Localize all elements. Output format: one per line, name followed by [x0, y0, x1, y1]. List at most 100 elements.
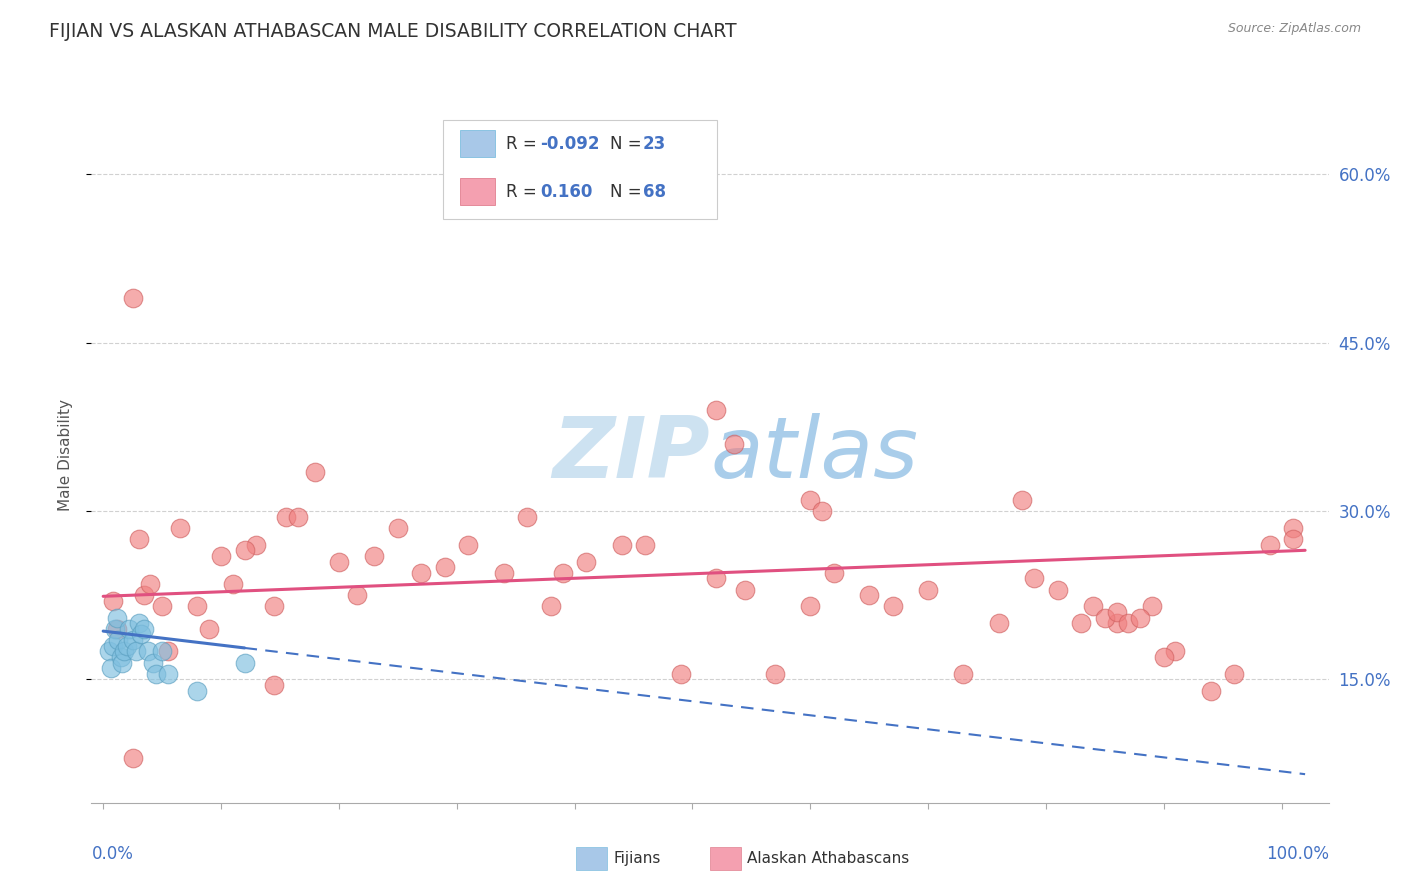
Point [233, 543, 256, 558]
Point [136, 644, 159, 658]
Point [101, 639, 124, 653]
Point [734, 582, 756, 597]
Point [222, 577, 245, 591]
Point [142, 656, 165, 670]
Point [634, 538, 657, 552]
Text: FIJIAN VS ALASKAN ATHABASCAN MALE DISABILITY CORRELATION CHART: FIJIAN VS ALASKAN ATHABASCAN MALE DISABI… [49, 22, 737, 41]
Point [1011, 492, 1033, 507]
Point [186, 599, 208, 614]
Point [112, 644, 135, 658]
Point [763, 666, 786, 681]
Point [105, 622, 128, 636]
Point [198, 622, 221, 636]
Point [156, 666, 179, 681]
Point [1022, 571, 1045, 585]
Point [304, 465, 326, 479]
Text: -0.092: -0.092 [540, 135, 599, 153]
Y-axis label: Male Disability: Male Disability [58, 399, 73, 511]
Point [669, 666, 692, 681]
Text: R =: R = [506, 183, 543, 201]
Point [540, 599, 562, 614]
Text: ZIP: ZIP [553, 413, 710, 497]
Point [100, 661, 122, 675]
Point [104, 622, 127, 636]
Point [186, 683, 208, 698]
Point [263, 599, 285, 614]
Text: 100.0%: 100.0% [1265, 845, 1329, 863]
Point [139, 577, 162, 591]
Point [799, 492, 821, 507]
Point [1282, 532, 1305, 546]
Point [551, 566, 574, 580]
Point [858, 588, 880, 602]
Point [823, 566, 845, 580]
Point [799, 599, 821, 614]
Point [1223, 666, 1246, 681]
Point [209, 549, 232, 563]
Point [98, 644, 121, 658]
Point [457, 538, 479, 552]
Point [328, 555, 350, 569]
Point [811, 504, 834, 518]
Text: Alaskan Athabascans: Alaskan Athabascans [747, 851, 908, 865]
Point [121, 291, 143, 305]
Point [115, 639, 138, 653]
Point [704, 403, 727, 417]
Point [105, 610, 128, 624]
Text: Fijians: Fijians [613, 851, 661, 865]
Point [610, 538, 633, 552]
Point [575, 555, 598, 569]
Point [882, 599, 904, 614]
Text: N =: N = [610, 135, 647, 153]
Point [1105, 616, 1128, 631]
Point [987, 616, 1010, 631]
Text: 23: 23 [643, 135, 666, 153]
Point [723, 436, 745, 450]
Point [363, 549, 385, 563]
Point [134, 622, 156, 636]
Point [952, 666, 974, 681]
Text: 0.0%: 0.0% [91, 845, 134, 863]
Point [156, 644, 179, 658]
Point [128, 532, 150, 546]
Point [121, 751, 143, 765]
Point [1118, 616, 1140, 631]
Point [1070, 616, 1092, 631]
Point [1199, 683, 1222, 698]
Point [121, 633, 143, 648]
Point [134, 588, 156, 602]
Point [1081, 599, 1104, 614]
Point [1153, 649, 1175, 664]
Text: atlas: atlas [710, 413, 918, 497]
Text: 68: 68 [643, 183, 665, 201]
Point [245, 538, 267, 552]
Point [411, 566, 433, 580]
Point [107, 633, 129, 648]
Point [128, 616, 150, 631]
Point [1046, 582, 1069, 597]
Point [233, 656, 256, 670]
Text: 0.160: 0.160 [540, 183, 592, 201]
Point [263, 678, 285, 692]
Point [1129, 610, 1152, 624]
Text: Source: ZipAtlas.com: Source: ZipAtlas.com [1227, 22, 1361, 36]
Text: N =: N = [610, 183, 647, 201]
Point [150, 599, 173, 614]
Point [101, 594, 124, 608]
Point [1282, 521, 1305, 535]
Point [1164, 644, 1187, 658]
Point [1105, 605, 1128, 619]
Point [516, 509, 538, 524]
Point [1140, 599, 1163, 614]
Text: R =: R = [506, 135, 543, 153]
Point [1094, 610, 1116, 624]
Point [110, 649, 132, 664]
Point [274, 509, 297, 524]
Point [118, 622, 141, 636]
Point [129, 627, 152, 641]
Point [387, 521, 409, 535]
Point [433, 560, 456, 574]
Point [917, 582, 939, 597]
Point [125, 644, 148, 658]
Point [346, 588, 368, 602]
